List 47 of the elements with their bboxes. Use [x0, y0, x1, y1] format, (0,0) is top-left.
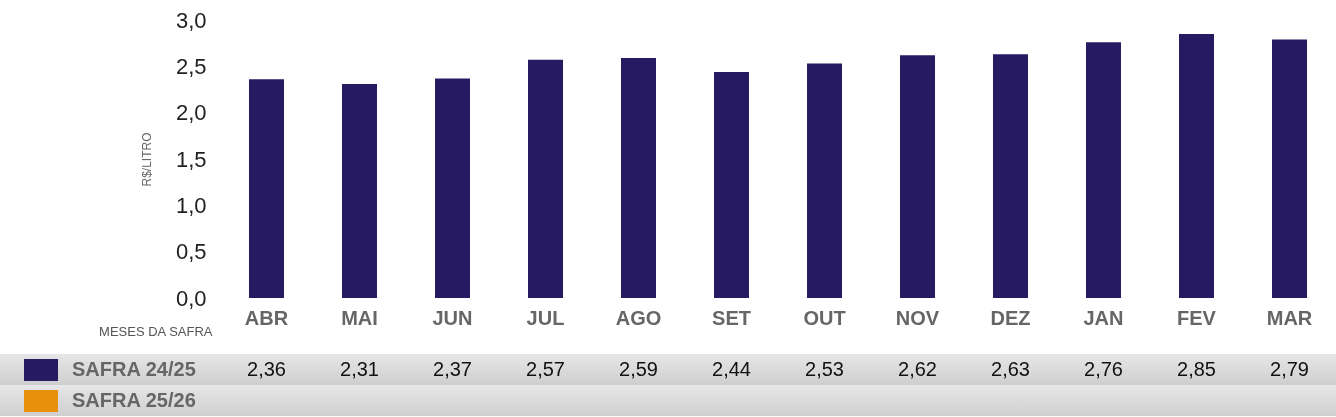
- legend-label: SAFRA 24/25: [71, 356, 197, 382]
- y-tick-label: 0,0: [175, 285, 207, 311]
- y-axis-title: R$/LITRO: [139, 132, 154, 187]
- x-tick-label: MAR: [1266, 306, 1313, 329]
- x-tick-label: AGO: [615, 306, 662, 329]
- x-axis-title: MESES DA SAFRA: [99, 323, 213, 339]
- bar: [1272, 39, 1307, 298]
- data-label: 2,31: [339, 357, 380, 382]
- bar: [714, 71, 749, 298]
- bar: [342, 83, 377, 298]
- x-tick-label: JUL: [526, 306, 565, 329]
- data-label: 2,79: [1269, 357, 1310, 382]
- y-tick-label: 1,5: [175, 146, 207, 172]
- data-label: 2,63: [990, 357, 1031, 382]
- x-tick-label: DEZ: [990, 306, 1031, 329]
- x-tick-label: ABR: [244, 306, 289, 329]
- legend-label: SAFRA 25/26: [71, 387, 197, 413]
- data-label: 2,57: [525, 357, 566, 382]
- y-tick-label: 2,0: [175, 100, 207, 126]
- y-tick-label: 2,5: [175, 53, 207, 79]
- bar: [249, 79, 284, 298]
- data-label: 2,36: [246, 357, 287, 382]
- y-tick-label: 3,0: [175, 7, 207, 33]
- bar: [1086, 42, 1121, 298]
- bar: [435, 78, 470, 298]
- bar: [528, 59, 563, 298]
- bar: [993, 54, 1028, 298]
- x-tick-label: OUT: [803, 306, 846, 329]
- bar: [621, 57, 656, 298]
- bar: [1179, 33, 1214, 298]
- x-tick-label: FEV: [1177, 306, 1217, 329]
- bar: [807, 63, 842, 298]
- data-label: 2,85: [1176, 357, 1217, 382]
- data-label: 2,59: [618, 357, 659, 382]
- data-label: 2,76: [1083, 357, 1124, 382]
- x-tick-label: JAN: [1083, 306, 1124, 329]
- x-tick-label: JUN: [432, 306, 473, 329]
- data-label: 2,62: [897, 357, 938, 382]
- x-tick-label: SET: [712, 306, 751, 329]
- data-label: 2,44: [711, 357, 752, 382]
- data-label: 2,53: [804, 357, 845, 382]
- bar: [900, 55, 935, 298]
- y-tick-label: 0,5: [175, 239, 207, 265]
- x-tick-label: NOV: [895, 306, 940, 329]
- y-tick-label: 1,0: [175, 192, 207, 218]
- data-label: 2,37: [432, 357, 473, 382]
- x-tick-label: MAI: [341, 306, 378, 329]
